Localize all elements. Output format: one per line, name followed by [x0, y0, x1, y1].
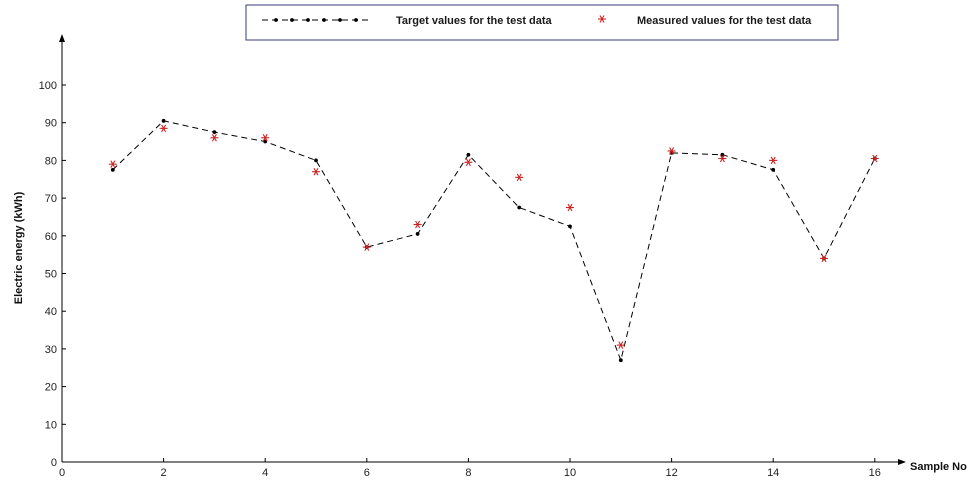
y-axis-title: Electric energy (kWh)	[13, 191, 25, 304]
target-point	[314, 158, 318, 163]
measured-point	[820, 254, 828, 263]
y-axis-ticks: 0 10 20 30 40 50 60 70 80 90 100	[39, 80, 66, 469]
x-tick-label: 4	[262, 467, 268, 479]
legend-target-dot	[338, 18, 342, 22]
y-tick-label: 30	[45, 344, 57, 356]
measured-point	[718, 154, 727, 163]
legend-target-label: Target values for the test data	[396, 15, 553, 27]
target-point	[618, 358, 623, 363]
measured-point	[515, 173, 524, 182]
x-tick-label: 0	[59, 467, 65, 479]
measured-point	[159, 124, 168, 133]
target-point	[771, 167, 776, 172]
measured-point	[464, 158, 473, 167]
legend-target-dot	[354, 18, 358, 22]
measured-point	[261, 134, 270, 142]
measured-point	[566, 203, 574, 212]
legend-target-dot	[306, 18, 310, 22]
x-axis-ticks: 0 2 4 6 8 10 12 14 16	[59, 458, 881, 479]
y-tick-label: 0	[51, 457, 57, 469]
x-tick-label: 12	[665, 467, 677, 479]
x-tick-label: 10	[564, 467, 576, 479]
measured-point	[413, 220, 422, 229]
x-tick-label: 16	[869, 467, 881, 479]
y-axis-arrow-icon	[59, 34, 65, 42]
measured-point	[210, 134, 219, 142]
measured-point	[312, 167, 320, 176]
measured-point	[769, 156, 778, 165]
target-point	[568, 224, 572, 229]
measured-point	[616, 341, 625, 349]
target-point	[110, 167, 115, 172]
x-tick-label: 8	[465, 467, 471, 479]
y-tick-label: 20	[45, 382, 57, 394]
plot-area	[108, 118, 879, 363]
measured-point	[870, 154, 879, 163]
y-tick-label: 100	[39, 80, 57, 92]
y-tick-label: 80	[45, 155, 57, 167]
x-tick-label: 6	[364, 467, 370, 479]
legend-measured-star	[598, 15, 606, 23]
target-point	[415, 232, 420, 236]
measured-point	[362, 243, 371, 251]
x-axis-title: Sample No	[910, 461, 967, 473]
y-tick-label: 60	[45, 231, 57, 243]
y-tick-label: 50	[45, 269, 57, 281]
measured-point	[108, 160, 117, 168]
target-point	[517, 205, 522, 210]
target-series-line	[112, 120, 876, 362]
x-tick-label: 2	[161, 467, 167, 479]
y-tick-label: 70	[45, 193, 57, 205]
legend-target-dot	[290, 18, 294, 22]
legend-target-dot	[322, 18, 326, 22]
legend-target-dot	[274, 18, 278, 22]
target-point	[161, 118, 166, 123]
y-tick-label: 90	[45, 118, 57, 130]
x-axis-arrow-icon	[898, 459, 906, 465]
target-point	[466, 152, 471, 157]
target-point	[263, 139, 268, 144]
legend: Target values for the test data Measured…	[245, 4, 839, 41]
legend-box	[245, 4, 839, 41]
measured-point	[667, 147, 676, 155]
x-tick-label: 14	[767, 467, 779, 479]
y-tick-label: 40	[45, 306, 57, 318]
target-point	[212, 130, 217, 135]
target-point	[720, 152, 725, 157]
legend-measured-sample	[598, 15, 606, 23]
legend-measured-label: Measured values for the test data	[637, 15, 812, 27]
y-tick-label: 10	[45, 419, 57, 431]
legend-target-sample	[262, 18, 368, 22]
